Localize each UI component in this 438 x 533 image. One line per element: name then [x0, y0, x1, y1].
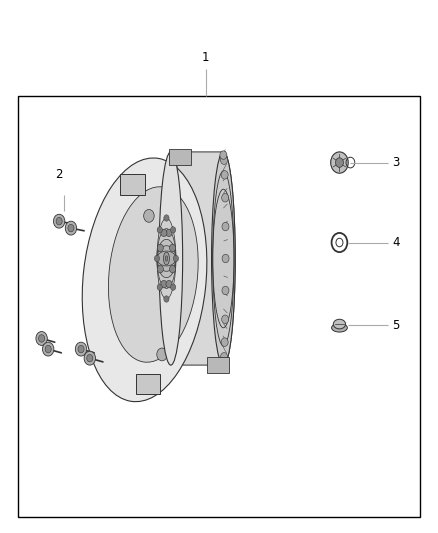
Circle shape [39, 335, 45, 342]
Circle shape [36, 332, 47, 345]
Ellipse shape [165, 256, 168, 261]
Circle shape [221, 353, 228, 361]
Text: 2: 2 [55, 168, 63, 181]
Bar [207, 357, 229, 373]
Circle shape [157, 348, 167, 361]
Circle shape [170, 265, 176, 273]
Circle shape [222, 193, 229, 202]
Circle shape [161, 229, 167, 237]
Circle shape [170, 244, 176, 252]
Ellipse shape [157, 239, 176, 278]
Ellipse shape [157, 251, 176, 266]
Ellipse shape [159, 152, 183, 365]
Text: 3: 3 [392, 156, 399, 169]
Text: 1: 1 [202, 51, 210, 64]
Circle shape [161, 280, 167, 288]
Circle shape [164, 215, 169, 221]
Circle shape [42, 342, 54, 356]
Circle shape [157, 227, 162, 233]
Ellipse shape [82, 158, 207, 402]
Circle shape [87, 354, 93, 362]
Circle shape [154, 255, 159, 262]
Text: 4: 4 [392, 236, 399, 249]
Circle shape [166, 229, 172, 237]
Circle shape [53, 214, 65, 228]
Circle shape [45, 345, 51, 353]
Circle shape [166, 280, 172, 288]
Circle shape [164, 296, 169, 302]
Ellipse shape [332, 324, 347, 332]
Polygon shape [171, 152, 235, 365]
Circle shape [144, 209, 154, 222]
Circle shape [331, 152, 348, 173]
Ellipse shape [333, 319, 346, 329]
Circle shape [65, 221, 77, 235]
Ellipse shape [212, 152, 235, 365]
Bar [120, 174, 145, 195]
Circle shape [170, 227, 176, 233]
Circle shape [222, 315, 229, 324]
Ellipse shape [157, 218, 176, 299]
Circle shape [173, 255, 179, 262]
Circle shape [75, 342, 87, 356]
Circle shape [78, 345, 84, 353]
Circle shape [222, 222, 229, 231]
Ellipse shape [109, 187, 198, 362]
Circle shape [84, 351, 95, 365]
Circle shape [170, 284, 176, 290]
Ellipse shape [163, 252, 170, 265]
Circle shape [157, 284, 162, 290]
Circle shape [220, 358, 227, 366]
Ellipse shape [157, 229, 176, 288]
Ellipse shape [157, 246, 176, 271]
Bar [136, 374, 160, 394]
Circle shape [157, 244, 163, 252]
Bar [169, 149, 191, 165]
Circle shape [222, 254, 229, 263]
Bar [18, 96, 420, 517]
Circle shape [336, 158, 343, 167]
Circle shape [68, 224, 74, 232]
Circle shape [220, 151, 227, 159]
Circle shape [56, 217, 62, 225]
Text: 5: 5 [392, 319, 399, 332]
Circle shape [157, 265, 163, 273]
Circle shape [221, 156, 228, 164]
Circle shape [222, 286, 229, 295]
Circle shape [221, 338, 228, 346]
Circle shape [221, 171, 228, 179]
